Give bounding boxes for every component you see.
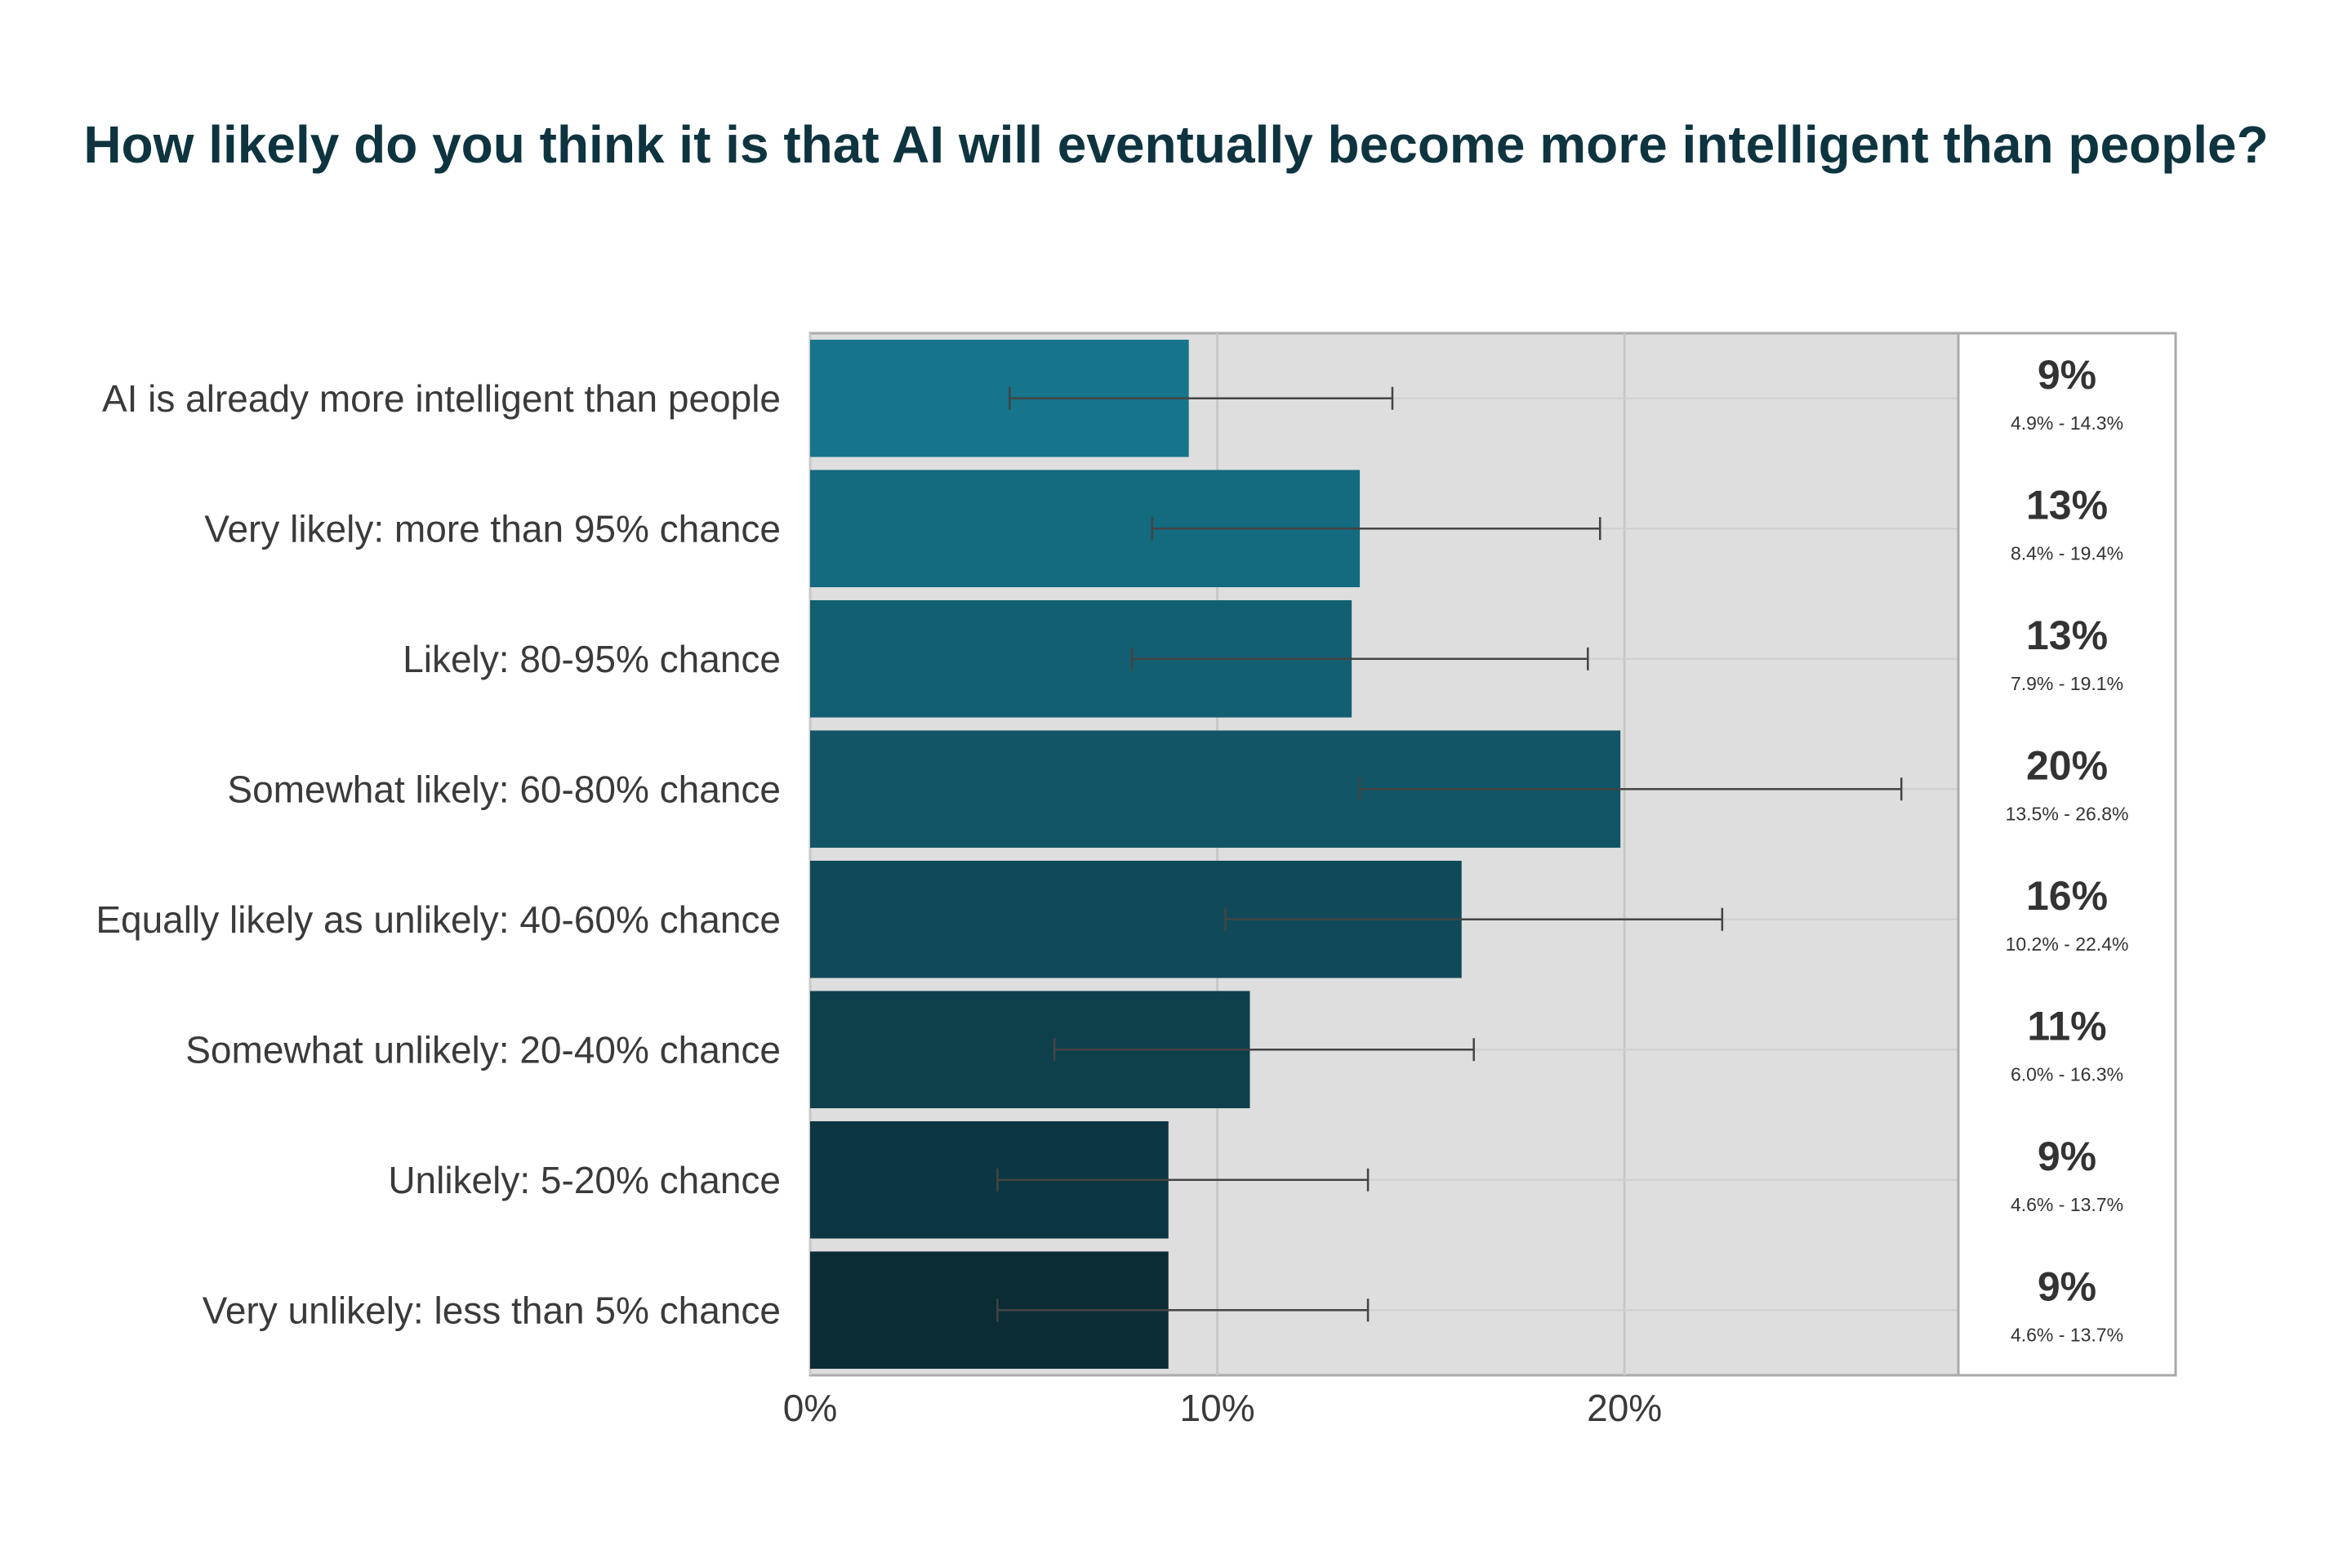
value-label: 13%: [2026, 482, 2108, 528]
ci-label: 6.0% - 16.3%: [2011, 1063, 2123, 1085]
category-label: Somewhat likely: 60-80% chance: [227, 768, 781, 810]
value-panel: [1957, 332, 2177, 1377]
x-tick-label: 10%: [1180, 1387, 1255, 1429]
value-label: 11%: [2027, 1003, 2106, 1049]
value-labels: 9% 4.9% - 14.3% 13% 8.4% - 19.4% 13% 7.9% - 1…: [2006, 352, 2129, 1346]
category-label: Very unlikely: less than 5% chance: [203, 1289, 781, 1331]
ci-label: 10.2% - 22.4%: [2006, 933, 2129, 955]
ci-label: 13.5% - 26.8%: [2006, 803, 2129, 824]
category-label: Equally likely as unlikely: 40-60% chanc…: [96, 898, 781, 941]
value-label: 20%: [2026, 742, 2108, 788]
x-tick-label: 0%: [783, 1387, 837, 1429]
value-label: 9%: [2038, 1263, 2096, 1309]
value-label: 9%: [2038, 1134, 2096, 1179]
value-label: 9%: [2038, 352, 2096, 398]
x-axis: 0% 10% 20%: [783, 1387, 1662, 1429]
category-label: Unlikely: 5-20% chance: [388, 1159, 781, 1201]
chart-title: How likely do you think it is that AI wi…: [83, 115, 2269, 174]
category-label: Very likely: more than 95% chance: [204, 507, 781, 550]
value-label: 16%: [2026, 873, 2108, 919]
category-label: Likely: 80-95% chance: [403, 638, 781, 680]
error-bars: [996, 386, 1903, 1322]
ci-label: 7.9% - 19.1%: [2011, 673, 2123, 694]
category-label: AI is already more intelligent than peop…: [102, 377, 781, 420]
ci-label: 4.6% - 13.7%: [2011, 1324, 2123, 1345]
x-tick-label: 20%: [1587, 1387, 1662, 1429]
ci-label: 4.6% - 13.7%: [2011, 1194, 2123, 1215]
category-label: Somewhat unlikely: 20-40% chance: [185, 1028, 781, 1071]
category-labels: AI is already more intelligent than peop…: [96, 377, 781, 1332]
value-label: 13%: [2026, 612, 2108, 658]
ci-label: 8.4% - 19.4%: [2011, 542, 2123, 564]
ci-label: 4.9% - 14.3%: [2011, 412, 2123, 434]
